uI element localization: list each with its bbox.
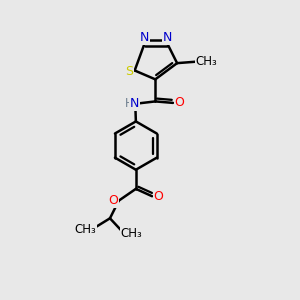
Text: N: N [130, 97, 140, 110]
Text: O: O [154, 190, 164, 203]
Text: O: O [108, 194, 118, 207]
Text: CH₃: CH₃ [121, 227, 142, 240]
Text: O: O [175, 96, 184, 110]
Text: CH₃: CH₃ [74, 223, 96, 236]
Text: N: N [163, 31, 172, 44]
Text: S: S [125, 65, 134, 79]
Text: H: H [124, 97, 133, 110]
Text: N: N [140, 31, 149, 44]
Text: CH₃: CH₃ [196, 55, 217, 68]
